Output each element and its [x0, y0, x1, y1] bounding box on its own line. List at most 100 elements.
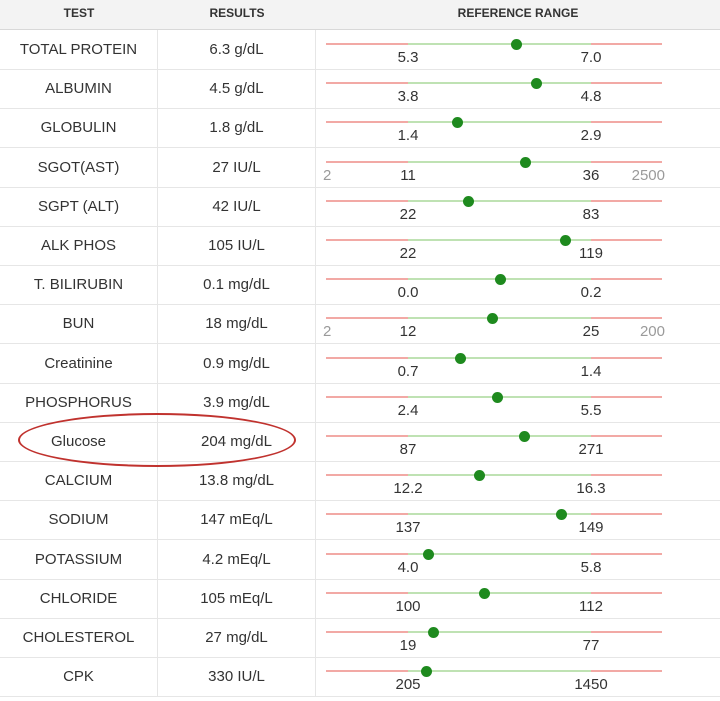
range-min-label: 2 — [323, 166, 332, 184]
range-high-label: 119 — [579, 245, 603, 262]
table-row: ALBUMIN 4.5 g/dL 3.8 4.8 — [0, 69, 720, 110]
range-below-segment — [326, 552, 408, 555]
range-high-label: 4.8 — [580, 88, 602, 106]
result-marker — [559, 235, 571, 246]
result-marker — [510, 39, 522, 50]
range-below-segment — [326, 121, 408, 124]
range-below-segment — [326, 356, 408, 359]
reference-range-bar: 3.8 4.8 — [316, 69, 720, 108]
reference-range-bar: 100 112 — [316, 579, 720, 618]
header-reference-range: REFERENCE RANGE — [457, 6, 579, 20]
range-below-segment — [326, 670, 408, 673]
test-result: 105 IU/L — [158, 226, 316, 265]
result-marker — [494, 274, 506, 286]
range-above-segment — [591, 356, 662, 359]
test-result: 4.5 g/dL — [158, 69, 316, 109]
range-normal-segment — [408, 552, 591, 555]
test-name: BUN — [0, 304, 158, 344]
range-below-segment — [326, 317, 408, 320]
range-normal-segment — [408, 317, 591, 320]
result-marker — [519, 431, 531, 442]
result-marker — [455, 352, 467, 364]
range-above-segment — [591, 239, 662, 241]
range-above-segment — [591, 121, 662, 124]
range-above-segment — [591, 670, 662, 673]
test-name: GLOBULIN — [0, 108, 158, 148]
range-above-segment — [591, 474, 662, 477]
range-normal-segment — [408, 631, 591, 633]
range-high-label: 36 — [582, 166, 600, 184]
table-row: T. BILIRUBIN 0.1 mg/dL 0.0 0.2 — [0, 265, 720, 306]
range-above-segment — [591, 317, 662, 320]
test-result: 0.9 mg/dL — [158, 343, 316, 383]
range-high-label: 77 — [582, 637, 600, 654]
range-max-label: 200 — [639, 323, 665, 341]
range-low-label: 0.0 — [397, 284, 419, 302]
range-low-label: 22 — [399, 245, 417, 262]
table-row: ALK PHOS 105 IU/L 22 119 — [0, 226, 720, 266]
range-below-segment — [326, 631, 408, 633]
result-marker — [520, 156, 532, 168]
table-header: TEST RESULTS REFERENCE RANGE — [0, 0, 720, 30]
reference-range-bar: 22 119 — [316, 226, 720, 265]
range-below-segment — [326, 43, 408, 45]
test-result: 330 IU/L — [158, 657, 316, 697]
header-results: RESULTS — [209, 6, 265, 20]
range-high-label: 2.9 — [580, 127, 602, 145]
range-low-label: 1.4 — [397, 127, 419, 145]
range-min-label: 2 — [323, 323, 332, 341]
range-below-segment — [326, 591, 408, 594]
range-low-label: 87 — [399, 441, 417, 458]
test-name: CPK — [0, 657, 158, 697]
test-name: Glucose — [0, 422, 158, 461]
test-result: 27 mg/dL — [158, 618, 316, 657]
table-row: CPK 330 IU/L 205 1450 — [0, 657, 720, 698]
range-above-segment — [591, 199, 662, 202]
range-low-label: 12.2 — [393, 480, 423, 498]
range-low-label: 5.3 — [397, 49, 419, 66]
table-row: Creatinine 0.9 mg/dL 0.7 1.4 — [0, 343, 720, 384]
range-normal-segment — [408, 82, 591, 85]
range-normal-segment — [408, 670, 591, 673]
table-row: CHOLESTEROL 27 mg/dL 19 77 — [0, 618, 720, 658]
range-low-label: 11 — [400, 166, 416, 184]
range-low-label: 4.0 — [397, 558, 419, 576]
table-row: SGPT (ALT) 42 IU/L 22 83 — [0, 186, 720, 227]
range-low-label: 22 — [399, 205, 417, 223]
range-below-segment — [326, 278, 408, 281]
range-above-segment — [591, 160, 662, 163]
range-above-segment — [591, 435, 662, 437]
result-marker — [423, 548, 435, 560]
reference-range-bar: 0.0 0.2 — [316, 265, 720, 304]
range-low-label: 205 — [395, 676, 421, 694]
range-low-label: 2.4 — [397, 401, 419, 419]
range-normal-segment — [408, 199, 591, 202]
range-high-label: 149 — [578, 519, 604, 537]
range-below-segment — [326, 435, 408, 437]
table-row: CALCIUM 13.8 mg/dL 12.2 16.3 — [0, 461, 720, 502]
range-high-label: 271 — [578, 441, 604, 458]
test-name: CHLORIDE — [0, 578, 158, 618]
header-test: TEST — [63, 6, 95, 20]
range-above-segment — [591, 395, 662, 398]
test-name: SGPT (ALT) — [0, 186, 158, 226]
reference-range-bar: 137 149 — [316, 500, 720, 539]
reference-range-bar: 19 77 — [316, 618, 720, 657]
reference-range-bar: 2.4 5.5 — [316, 383, 720, 422]
result-marker — [474, 470, 486, 482]
test-result: 13.8 mg/dL — [158, 461, 316, 501]
table-row: SODIUM 147 mEq/L 137 149 — [0, 500, 720, 541]
range-normal-segment — [408, 43, 591, 45]
range-high-label: 1.4 — [580, 362, 602, 380]
reference-range-bar: 4.0 5.8 — [316, 540, 720, 579]
range-normal-segment — [408, 121, 591, 124]
range-high-label: 7.0 — [580, 49, 602, 66]
range-normal-segment — [408, 513, 591, 516]
table-row: BUN 18 mg/dL 12 25 2 200 — [0, 304, 720, 345]
table-row: Glucose 204 mg/dL 87 271 — [0, 422, 720, 462]
reference-range-bar: 205 1450 — [316, 657, 720, 696]
table-row: PHOSPHORUS 3.9 mg/dL 2.4 5.5 — [0, 382, 720, 423]
range-below-segment — [326, 199, 408, 202]
test-name: POTASSIUM — [0, 539, 158, 579]
reference-range-bar: 12 25 2 200 — [316, 304, 720, 343]
